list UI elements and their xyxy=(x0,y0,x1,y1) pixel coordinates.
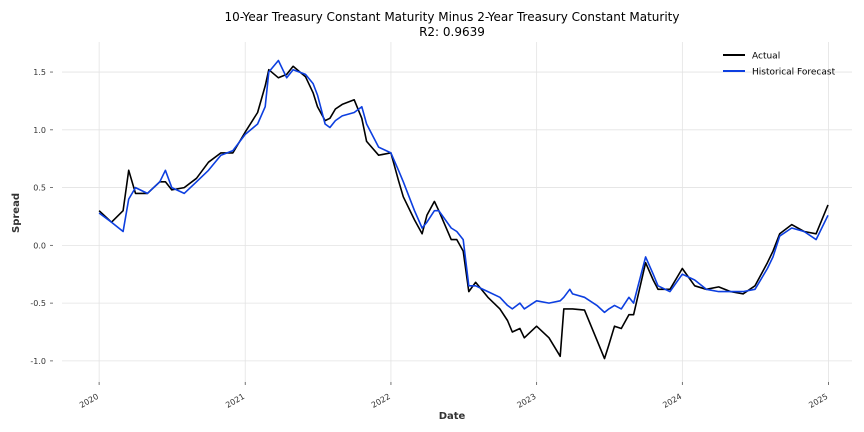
legend-label: Historical Forecast xyxy=(752,68,836,78)
y-axis: -1.0 -0.5 0.0 0.5 1.0 1.5 xyxy=(30,68,53,366)
series-line-actual xyxy=(98,65,829,360)
y-tick-label: 0.5 xyxy=(33,184,46,193)
legend-label: Actual xyxy=(752,52,780,62)
y-tick-label: -1.0 xyxy=(30,357,46,366)
chart-title: 10-Year Treasury Constant Maturity Minus… xyxy=(224,10,679,24)
x-tick-label: 2021 xyxy=(224,392,246,410)
x-tick-label: 2022 xyxy=(370,392,392,410)
y-tick-label: 1.5 xyxy=(33,68,46,77)
x-tick-label: 2023 xyxy=(516,392,538,410)
x-axis-label: Date xyxy=(439,411,466,422)
legend: Actual Historical Forecast xyxy=(723,52,836,78)
x-tick-label: 2024 xyxy=(661,392,683,410)
y-tick-label: 1.0 xyxy=(33,126,46,135)
x-tick-label: 2020 xyxy=(78,392,100,410)
series-layer xyxy=(98,59,829,360)
y-axis-label: Spread xyxy=(11,193,22,233)
chart-subtitle: R2: 0.9639 xyxy=(419,25,485,39)
y-tick-label: -0.5 xyxy=(30,299,46,308)
x-axis: 2020 2021 2022 2023 2024 2025 xyxy=(78,382,829,410)
series-line-historical-forecast xyxy=(98,59,829,314)
grid-lines xyxy=(62,42,852,384)
y-tick-label: 0.0 xyxy=(33,241,46,250)
x-tick-label: 2025 xyxy=(807,392,829,410)
